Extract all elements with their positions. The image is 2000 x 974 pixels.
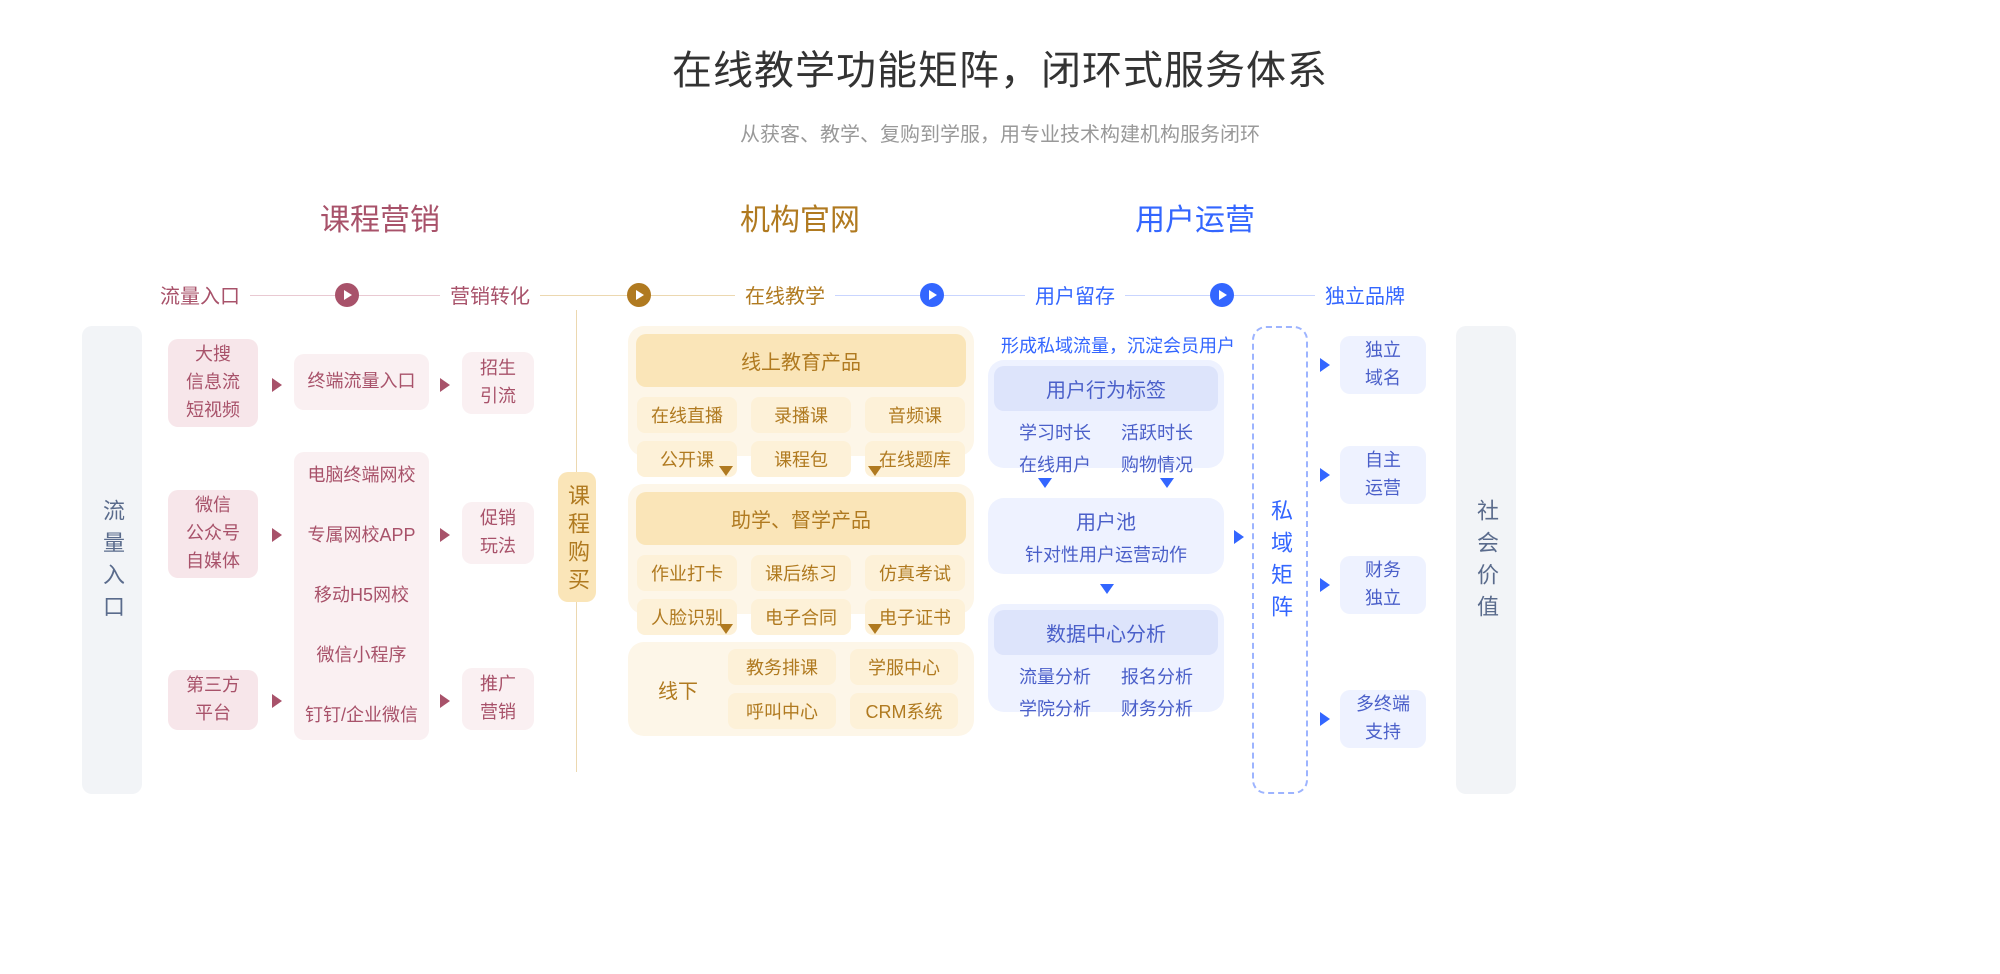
play-icon xyxy=(335,283,359,307)
arrow-right-icon xyxy=(272,378,282,392)
arrow-right-icon xyxy=(440,528,450,542)
subhead-traffic: 流量入口 xyxy=(160,280,240,309)
conv-box-3: 推广 营销 xyxy=(462,668,534,730)
data-item: 学院分析 xyxy=(1019,695,1091,721)
arrow-down-icon xyxy=(719,466,733,476)
arrow-down-icon xyxy=(1038,478,1052,488)
chip: 音频课 xyxy=(865,397,965,433)
data-item: 财务分析 xyxy=(1121,695,1193,721)
data-item: 流量分析 xyxy=(1019,663,1091,689)
terminal-list-box: 电脑终端网校 专属网校APP 移动H5网校 微信小程序 钉钉/企业微信 xyxy=(294,452,429,740)
arrow-down-icon xyxy=(719,624,733,634)
arrow-right-icon xyxy=(1320,468,1330,482)
pillar-dashed: 私域矩阵 xyxy=(1252,326,1308,794)
terminal-item: 专属网校APP xyxy=(307,522,415,550)
terminal-box-1: 终端流量入口 xyxy=(294,354,429,410)
chip: 电子合同 xyxy=(751,599,851,635)
group-study-products: 助学、督学产品 作业打卡 课后练习 仿真考试 人脸识别 电子合同 电子证书 xyxy=(628,484,974,614)
terminal-item: 微信小程序 xyxy=(317,642,407,670)
play-icon xyxy=(627,283,651,307)
arrow-down-icon xyxy=(868,466,882,476)
tag-item: 购物情况 xyxy=(1121,451,1193,477)
chip: 呼叫中心 xyxy=(728,693,836,729)
arrow-right-icon xyxy=(272,694,282,708)
group-online-products: 线上教育产品 在线直播 录播课 音频课 公开课 课程包 在线题库 xyxy=(628,326,974,456)
tag-item: 在线用户 xyxy=(1019,451,1091,477)
chip: 录播课 xyxy=(751,397,851,433)
offline-label: 线下 xyxy=(628,675,728,704)
ops-headline: 形成私域流量，沉淀会员用户 xyxy=(988,332,1248,358)
arrow-right-icon xyxy=(1320,358,1330,372)
subhead-conversion: 营销转化 xyxy=(450,280,530,309)
chip: 作业打卡 xyxy=(637,555,737,591)
arrow-down-icon xyxy=(868,624,882,634)
subhead-teaching: 在线教学 xyxy=(745,280,825,309)
chip: 学服中心 xyxy=(850,649,958,685)
play-icon xyxy=(920,283,944,307)
page-title: 在线教学功能矩阵，闭环式服务体系 xyxy=(0,0,2000,96)
group-header: 数据中心分析 xyxy=(994,610,1218,655)
page-subtitle: 从获客、教学、复购到学服，用专业技术构建机构服务闭环 xyxy=(0,118,2000,147)
group-user-tags: 用户行为标签 学习时长 活跃时长 在线用户 购物情况 xyxy=(988,360,1224,468)
source-box-2: 微信 公众号 自媒体 xyxy=(168,490,258,578)
data-item: 报名分析 xyxy=(1121,663,1193,689)
brand-box-1: 独立 域名 xyxy=(1340,336,1426,394)
brand-box-4: 多终端 支持 xyxy=(1340,690,1426,748)
chip: 仿真考试 xyxy=(865,555,965,591)
arrow-down-icon xyxy=(1160,478,1174,488)
conv-box-1: 招生 引流 xyxy=(462,352,534,414)
chip: 课程包 xyxy=(751,441,851,477)
tag-item: 学习时长 xyxy=(1019,419,1091,445)
arrow-right-icon xyxy=(440,694,450,708)
subhead-brand: 独立品牌 xyxy=(1325,280,1405,309)
terminal-item: 移动H5网校 xyxy=(314,582,409,610)
tag-item: 活跃时长 xyxy=(1121,419,1193,445)
arrow-right-icon xyxy=(1320,578,1330,592)
arrow-right-icon xyxy=(1234,530,1244,544)
source-box-1: 大搜 信息流 短视频 xyxy=(168,339,258,427)
pool-sub: 针对性用户运营动作 xyxy=(1025,541,1187,567)
arrow-down-icon xyxy=(1100,584,1114,594)
pillar-right: 社会价值 xyxy=(1456,326,1516,794)
group-header: 用户行为标签 xyxy=(994,366,1218,411)
pillar-left: 流量入口 xyxy=(82,326,142,794)
source-box-3: 第三方 平台 xyxy=(168,670,258,730)
chip: CRM系统 xyxy=(850,693,958,729)
group-header: 线上教育产品 xyxy=(636,334,966,387)
section-marketing: 课程营销 xyxy=(280,195,480,239)
group-data-center: 数据中心分析 流量分析 报名分析 学院分析 财务分析 xyxy=(988,604,1224,712)
brand-box-2: 自主 运营 xyxy=(1340,446,1426,504)
section-ops: 用户运营 xyxy=(1095,195,1295,239)
group-offline: 线下 教务排课 学服中心 呼叫中心 CRM系统 xyxy=(628,642,974,736)
pool-title: 用户池 xyxy=(1076,506,1136,535)
subhead-retention: 用户留存 xyxy=(1035,280,1115,309)
arrow-right-icon xyxy=(440,378,450,392)
terminal-item: 电脑终端网校 xyxy=(308,462,416,490)
terminal-item: 钉钉/企业微信 xyxy=(305,702,418,730)
conv-box-2: 促销 玩法 xyxy=(462,502,534,564)
chip: 教务排课 xyxy=(728,649,836,685)
arrow-right-icon xyxy=(1320,712,1330,726)
chip: 课后练习 xyxy=(751,555,851,591)
pillar-mid: 课程购买 xyxy=(558,472,596,602)
chip: 在线直播 xyxy=(637,397,737,433)
group-header: 助学、督学产品 xyxy=(636,492,966,545)
brand-box-3: 财务 独立 xyxy=(1340,556,1426,614)
group-user-pool: 用户池 针对性用户运营动作 xyxy=(988,498,1224,574)
arrow-right-icon xyxy=(272,528,282,542)
play-icon xyxy=(1210,283,1234,307)
section-website: 机构官网 xyxy=(700,195,900,239)
